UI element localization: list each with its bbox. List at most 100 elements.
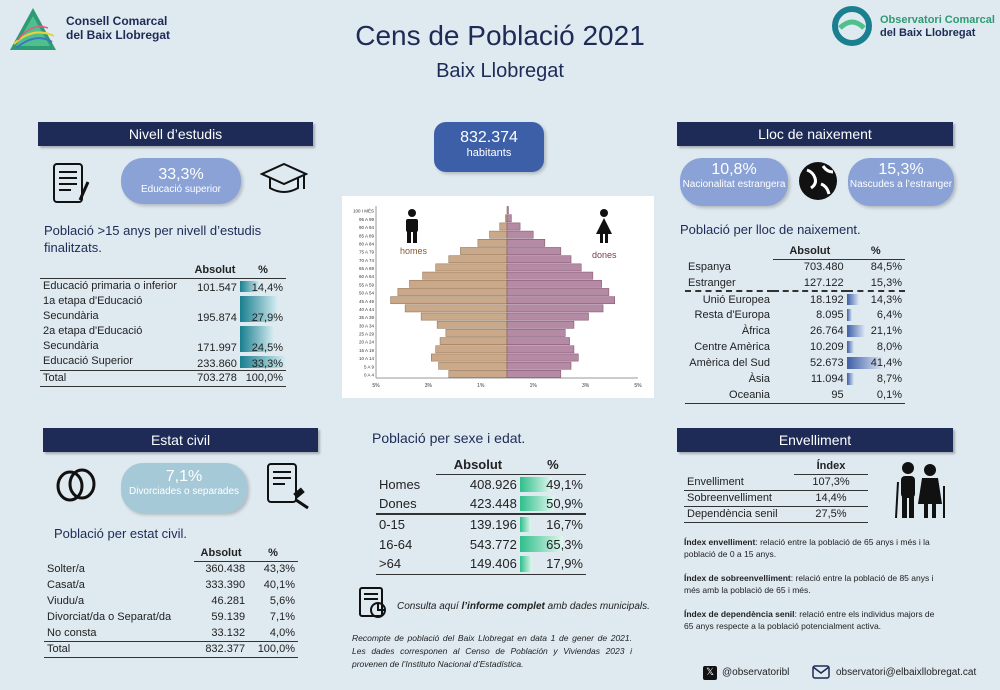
x-tick-label: 5% xyxy=(372,383,380,389)
nacionalitat-pill: 10,8% Nacionalitat estrangera xyxy=(680,158,788,206)
table-row: Divorciat/da o Separat/da 59.139 7,1% xyxy=(44,609,298,625)
row-abs: 11.094 xyxy=(810,373,844,385)
row-label: Espanya xyxy=(688,261,731,273)
row-label: Educació Superior xyxy=(43,355,133,368)
contract-icon xyxy=(264,460,314,510)
y-tick-label: 90 A 94 xyxy=(359,225,375,230)
email-icon[interactable] xyxy=(812,664,830,680)
bar-homes xyxy=(448,370,508,378)
row-pct: 40,1% xyxy=(263,579,295,591)
row-abs: 33.132 xyxy=(211,626,246,639)
table-row: Viudu/a 46.281 5,6% xyxy=(44,593,298,609)
report-icon[interactable] xyxy=(358,586,388,620)
row-label: Homes xyxy=(379,476,421,492)
y-tick-label: 35 A 39 xyxy=(359,315,375,320)
bar-homes xyxy=(435,263,508,272)
row-abs: 423.448 xyxy=(469,496,517,511)
email-address[interactable]: observatori@elbaixllobregat.cat xyxy=(836,667,977,678)
table-row: Solter/a 360.438 43,3% xyxy=(44,561,298,577)
row-value: 27,5% xyxy=(815,508,847,520)
estudis-pill: 33,3% Educació superior xyxy=(121,158,241,204)
rings-icon xyxy=(54,464,100,504)
row-label: 0-15 xyxy=(379,517,406,532)
bar-dones xyxy=(506,353,579,362)
table-row: Centre Amèrica 10.209 8,0% xyxy=(685,339,905,355)
bar-homes xyxy=(460,247,508,255)
row-abs: 95 xyxy=(831,388,844,401)
x-tick-label: 5% xyxy=(634,383,642,389)
y-tick-label: 30 A 34 xyxy=(359,323,375,328)
table-row: Homes 408.926 49,1% xyxy=(376,474,586,494)
row-value: 107,3% xyxy=(812,476,850,488)
x-twitter-icon[interactable]: 𝕏 xyxy=(703,666,717,680)
table-row: Àsia 11.094 8,7% xyxy=(685,371,905,387)
row-abs: 360.438 xyxy=(205,563,246,576)
y-tick-label: 5 A 9 xyxy=(364,364,375,369)
bar-dones xyxy=(506,271,594,280)
page-subtitle: Baix Llobregat xyxy=(436,60,564,82)
row-abs: 333.390 xyxy=(205,579,246,591)
row-pct: 7,1% xyxy=(269,611,295,623)
sexe-subtitle: Població per sexe i edat. xyxy=(372,430,526,446)
bar-dones xyxy=(506,263,582,272)
table-row: Estranger 127.122 15,3% xyxy=(685,275,905,291)
envelliment-table: Índex Envelliment 107,3% Sobreenvelliment 1… xyxy=(684,458,868,523)
pct-bar xyxy=(846,325,866,337)
row-label: Àfrica xyxy=(741,325,770,337)
graduation-cap-icon xyxy=(259,160,309,200)
y-tick-label: 55 A 59 xyxy=(359,282,375,287)
bar-dones xyxy=(506,345,575,354)
pct-cell: 21,1% xyxy=(846,323,905,339)
pct-bar xyxy=(239,296,279,322)
bar-homes xyxy=(404,304,508,313)
pct-cell: 0,1% xyxy=(846,388,902,401)
pct-bar xyxy=(519,496,554,511)
table-row: 2a etapa d'Educació Secundària 171.997 24,… xyxy=(40,324,286,354)
bar-dones xyxy=(506,304,604,313)
estudis-subtitle: Població >15 anys per nivell d’estudis f… xyxy=(44,223,262,255)
pct-cell: 14,3% xyxy=(846,291,905,307)
bar-homes xyxy=(436,320,508,329)
bar-homes xyxy=(438,361,508,370)
elderly-couple-icon xyxy=(894,460,946,520)
y-tick-label: 0 A 4 xyxy=(364,373,375,378)
table-row: Envelliment 107,3% xyxy=(684,474,868,490)
row-abs: 233.860 xyxy=(197,357,237,370)
row-abs: 408.926 xyxy=(469,476,517,492)
table-row: Educació Superior 233.860 33,3% xyxy=(40,354,286,370)
row-abs: 52.673 xyxy=(809,357,844,369)
pct-cell: 27,9% xyxy=(239,294,286,324)
twitter-handle[interactable]: @observatoribl xyxy=(722,667,790,678)
row-label: No consta xyxy=(47,626,97,639)
bar-dones xyxy=(506,279,602,288)
note-item: Índex de sobreenvelliment: relació entre… xyxy=(684,573,934,595)
bar-dones xyxy=(506,288,610,296)
row-label: Casat/a xyxy=(47,579,85,591)
pct-bar xyxy=(846,294,860,305)
bar-dones xyxy=(506,255,572,264)
row-pct: 5,6% xyxy=(269,595,295,607)
estudis-heading: Nivell d’estudis xyxy=(38,122,313,146)
y-tick-label: 20 A 24 xyxy=(359,340,375,345)
row-label: Oceania xyxy=(729,388,770,401)
bar-homes xyxy=(489,230,508,239)
pct-cell: 50,9% xyxy=(519,494,586,514)
pct-cell: 8,7% xyxy=(846,371,905,387)
pct-bar xyxy=(519,517,531,532)
bar-homes xyxy=(397,288,508,296)
row-abs: 703.480 xyxy=(803,261,844,274)
row-label: Educació primaria o inferior xyxy=(43,279,177,292)
table-row: Dones 423.448 50,9% xyxy=(376,494,586,514)
row-label: Viudu/a xyxy=(47,595,85,607)
table-row: Unió Europea 18.192 14,3% xyxy=(685,291,905,307)
report-link[interactable]: Consulta aquí l’informe complet amb dade… xyxy=(397,601,650,612)
observatori-name: Observatori Comarcal del Baix Llobregat xyxy=(880,14,995,39)
bar-dones xyxy=(506,329,566,337)
row-label: Sobreenvelliment xyxy=(687,492,772,504)
bar-dones xyxy=(506,320,575,329)
row-label: Dependència senil xyxy=(687,508,778,520)
bar-homes xyxy=(499,222,508,231)
naixement-subtitle: Població per lloc de naixement. xyxy=(680,222,861,237)
pct-cell: 17,9% xyxy=(519,554,586,574)
row-label: Centre Amèrica xyxy=(694,341,770,353)
